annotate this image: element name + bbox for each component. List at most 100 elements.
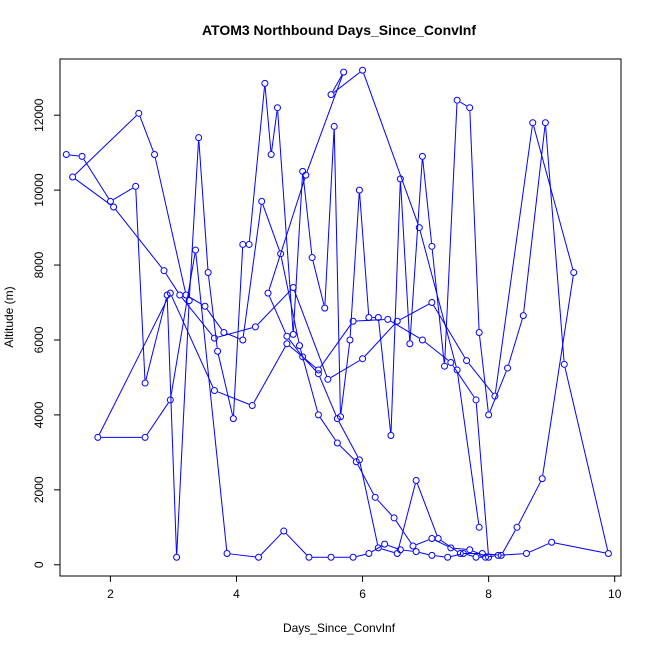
series-segment: [381, 548, 395, 554]
series-segment: [357, 464, 374, 495]
series-segment: [264, 86, 272, 152]
y-tick-label: 4000: [32, 401, 46, 428]
data-point: [166, 289, 174, 297]
series-segment: [419, 230, 457, 367]
axes: 2 4 6 8 10 0 2000 4000 6000 8000 10000 12000: [32, 98, 622, 601]
series-segment: [431, 249, 445, 363]
data-point: [434, 535, 442, 543]
data-point: [296, 342, 304, 350]
x-tick-label: 4: [233, 587, 240, 601]
series-segment: [356, 553, 366, 557]
data-point: [447, 358, 455, 366]
series-segment: [83, 159, 109, 199]
series-segment: [165, 273, 179, 293]
data-point: [406, 340, 414, 348]
series-segment: [475, 403, 489, 554]
data-point: [261, 79, 269, 87]
series-segment: [146, 402, 169, 435]
data-point: [283, 332, 291, 340]
data-point: [504, 364, 512, 372]
series-segment: [242, 204, 262, 337]
series-segment: [409, 159, 423, 341]
data-point: [333, 439, 341, 447]
series-segment: [554, 542, 606, 554]
series-segment: [433, 305, 466, 358]
series-segment: [359, 193, 370, 315]
data-point: [453, 96, 461, 104]
data-point: [333, 415, 341, 423]
y-axis-label: Altitude (m): [2, 286, 16, 347]
series-segment: [332, 74, 343, 92]
data-point: [444, 553, 452, 561]
data-point: [255, 553, 263, 561]
data-point: [321, 304, 329, 312]
series-segment: [450, 553, 461, 557]
series-segment: [285, 533, 307, 556]
data-point: [324, 375, 332, 383]
series-segment: [319, 417, 336, 441]
data-point: [176, 291, 184, 299]
series-segment: [292, 174, 303, 331]
data-point: [239, 336, 247, 344]
data-point: [94, 433, 102, 441]
data-point: [418, 152, 426, 160]
series-segment: [113, 187, 133, 201]
data-point: [560, 360, 568, 368]
data-lines: [69, 71, 609, 558]
data-point: [428, 242, 436, 250]
series-segment: [454, 547, 467, 550]
data-point: [485, 553, 493, 561]
series-segment: [262, 204, 280, 251]
data-point: [349, 553, 357, 561]
series-segment: [271, 111, 278, 152]
series-segment: [171, 296, 214, 388]
data-point: [277, 250, 285, 258]
series-segment: [419, 551, 429, 556]
data-point: [529, 119, 537, 127]
data-point: [491, 392, 499, 400]
series-segment: [324, 129, 335, 305]
data-point: [151, 151, 159, 159]
data-point: [475, 328, 483, 336]
data-point: [327, 91, 335, 99]
data-point: [393, 317, 401, 325]
series-segment: [188, 141, 199, 298]
data-point: [393, 550, 401, 558]
series-segment: [397, 483, 416, 551]
y-tick-label: 10000: [32, 173, 46, 207]
data-point: [441, 362, 449, 370]
data-points: [62, 66, 612, 561]
data-point: [305, 553, 313, 561]
data-point: [106, 197, 114, 205]
data-point: [330, 122, 338, 130]
x-tick-label: 2: [107, 587, 114, 601]
series-segment: [312, 260, 325, 305]
data-point: [513, 523, 521, 531]
data-point: [204, 269, 212, 277]
series-segment: [523, 126, 546, 313]
y-tick-label: 0: [32, 561, 46, 568]
data-point: [308, 254, 316, 262]
series-segment: [542, 275, 574, 476]
data-point: [195, 134, 203, 142]
series-segment: [339, 445, 355, 460]
series-segment: [416, 483, 438, 536]
series-segment: [459, 101, 467, 107]
series-segment: [533, 125, 574, 270]
series-segment: [371, 545, 382, 553]
series-segment: [299, 348, 318, 412]
data-point: [141, 433, 149, 441]
series-segment: [338, 421, 359, 458]
series-segment: [306, 75, 343, 173]
data-point: [302, 171, 310, 179]
data-point: [428, 299, 436, 307]
data-point: [173, 553, 181, 561]
data-point: [220, 328, 228, 336]
series-segment: [400, 303, 430, 321]
series-segment: [529, 543, 549, 553]
data-point: [132, 182, 140, 190]
series-segment: [403, 549, 413, 552]
data-point: [280, 527, 288, 535]
data-point: [497, 551, 505, 559]
data-point: [258, 197, 266, 205]
